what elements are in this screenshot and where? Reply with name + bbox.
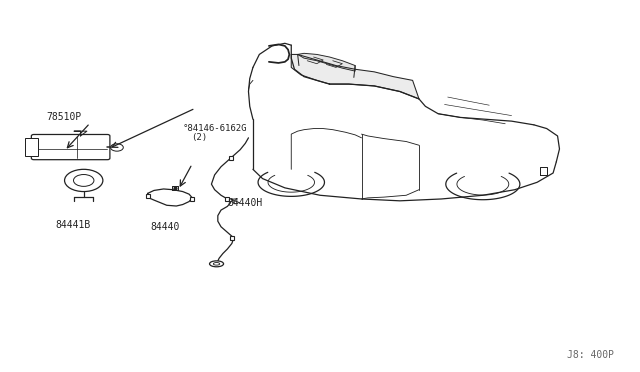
Text: °84146-6162G: °84146-6162G: [182, 124, 247, 133]
Text: (2): (2): [191, 133, 207, 142]
Polygon shape: [291, 54, 419, 99]
Text: 78510P: 78510P: [47, 112, 82, 122]
Text: 84440H: 84440H: [227, 198, 262, 208]
Text: 84441B: 84441B: [55, 220, 90, 230]
Circle shape: [111, 144, 124, 151]
FancyBboxPatch shape: [31, 135, 110, 160]
Ellipse shape: [209, 261, 223, 267]
Circle shape: [74, 174, 94, 186]
Circle shape: [65, 169, 103, 192]
Text: 84440: 84440: [151, 222, 180, 232]
Polygon shape: [298, 53, 355, 71]
Ellipse shape: [213, 263, 220, 265]
FancyBboxPatch shape: [25, 138, 38, 156]
Text: J8: 400P: J8: 400P: [567, 350, 614, 360]
